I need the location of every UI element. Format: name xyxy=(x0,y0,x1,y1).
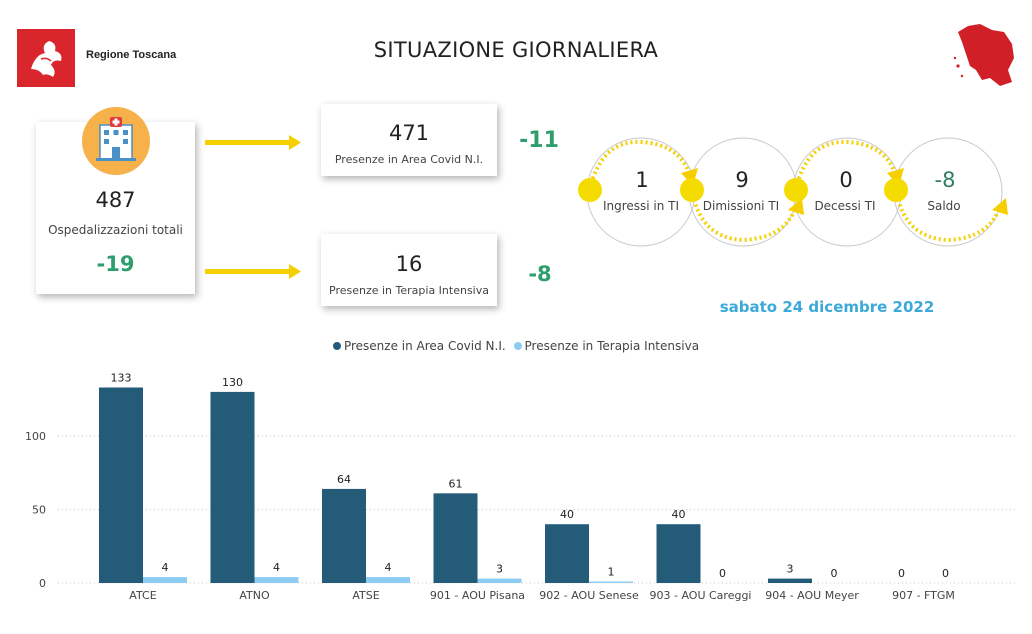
bar xyxy=(210,391,255,583)
icu-discharges-value: 9 xyxy=(735,168,749,192)
bar xyxy=(768,578,812,583)
legend-label: Presenze in Terapia Intensiva xyxy=(524,339,700,353)
icu-deaths-value: 0 xyxy=(839,168,853,192)
data-label: 4 xyxy=(273,561,280,574)
bar xyxy=(99,387,143,583)
x-tick-label: ATSE xyxy=(352,589,379,602)
data-label: 61 xyxy=(449,477,463,490)
legend-dot xyxy=(332,342,341,350)
x-tick-label: ATNO xyxy=(239,589,270,602)
total-value: 487 xyxy=(95,188,136,212)
y-tick-label: 50 xyxy=(32,504,46,517)
icu-deaths-label: Decessi TI xyxy=(814,199,876,213)
bar xyxy=(589,581,633,583)
arrow-icon xyxy=(205,264,301,279)
data-label: 133 xyxy=(111,371,132,384)
arrow-icon xyxy=(205,135,301,150)
data-label: 40 xyxy=(560,508,574,521)
data-label: 4 xyxy=(385,561,392,574)
intensive-care-value: 16 xyxy=(395,252,423,276)
icu-admissions-value: 1 xyxy=(635,168,649,192)
brand-name: Regione Toscana xyxy=(86,49,177,61)
intensive-care-card xyxy=(321,234,497,306)
y-tick-label: 100 xyxy=(25,430,46,443)
x-tick-label: 902 - AOU Senese xyxy=(539,589,639,602)
bar xyxy=(656,524,701,583)
bar xyxy=(366,577,410,583)
data-label: 3 xyxy=(787,563,794,576)
bar xyxy=(477,578,522,583)
x-tick-label: 903 - AOU Careggi xyxy=(650,589,752,602)
data-label: 3 xyxy=(496,563,503,576)
bar xyxy=(322,488,366,583)
x-tick-label: 901 - AOU Pisana xyxy=(430,589,525,602)
bar xyxy=(545,524,589,583)
covid-area-label: Presenze in Area Covid N.I. xyxy=(334,153,484,166)
x-tick-label: ATCE xyxy=(129,589,156,602)
icu-discharges-label: Dimissioni TI xyxy=(702,199,780,213)
data-label: 130 xyxy=(222,376,243,389)
intensive-care-label: Presenze in Terapia Intensiva xyxy=(329,284,489,297)
icu-admissions-label: Ingressi in TI xyxy=(602,199,680,213)
x-tick-label: 907 - FTGM xyxy=(892,589,955,602)
region-logo xyxy=(17,29,75,87)
legend-item-intensive-care: Presenze in Terapia Intensiva xyxy=(510,339,700,353)
page-title: SITUAZIONE GIORNALIERA xyxy=(373,38,659,62)
total-delta: -19 xyxy=(96,252,135,276)
y-tick-label: 0 xyxy=(39,577,46,590)
total-label: Ospedalizzazioni totali xyxy=(48,223,183,237)
tuscany-map-icon xyxy=(953,24,1014,86)
data-label: 1 xyxy=(608,566,615,579)
bar xyxy=(143,577,187,583)
report-date: sabato 24 dicembre 2022 xyxy=(719,298,935,316)
data-label: 0 xyxy=(898,567,905,580)
data-label: 64 xyxy=(337,473,351,486)
intensive-care-delta: -8 xyxy=(528,262,552,286)
data-label: 0 xyxy=(831,567,838,580)
legend-item-covid-area: Presenze in Area Covid N.I. xyxy=(332,339,506,353)
bar xyxy=(433,493,478,583)
data-label: 0 xyxy=(942,567,949,580)
covid-area-delta: -11 xyxy=(519,128,559,153)
icu-flow-diagram xyxy=(578,137,1008,247)
icu-balance-label: Saldo xyxy=(927,199,961,213)
data-label: 0 xyxy=(719,567,726,580)
covid-area-card xyxy=(321,104,497,176)
logo-icon xyxy=(31,41,62,77)
legend-label: Presenze in Area Covid N.I. xyxy=(343,339,506,353)
bar xyxy=(254,577,299,583)
data-label: 4 xyxy=(162,561,169,574)
covid-area-value: 471 xyxy=(388,121,430,145)
hospital-icon xyxy=(82,107,150,175)
legend-dot xyxy=(513,342,522,350)
icu-balance-value: -8 xyxy=(934,168,956,192)
data-label: 40 xyxy=(672,508,686,521)
x-tick-label: 904 - AOU Meyer xyxy=(765,589,859,602)
chart-legend: Presenze in Area Covid N.I. Presenze in … xyxy=(0,339,1032,353)
